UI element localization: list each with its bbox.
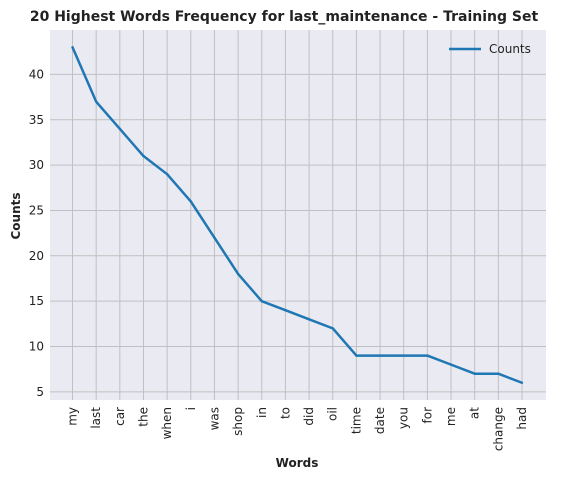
chart-title: 20 Highest Words Frequency for last_main… (30, 9, 539, 25)
y-tick-label: 35 (29, 113, 44, 127)
data-point (165, 172, 169, 176)
data-point (520, 381, 524, 384)
x-tick-label: date (373, 407, 387, 434)
x-tick-label: i (184, 407, 198, 410)
data-point (426, 354, 429, 357)
x-tick-label: the (136, 407, 150, 427)
data-point (236, 272, 240, 276)
x-tick-label: for (420, 407, 434, 424)
x-tick-label: change (491, 407, 505, 451)
x-tick-label: when (160, 407, 174, 439)
y-tick-label: 25 (29, 203, 44, 217)
data-point (189, 200, 192, 203)
x-tick-label: had (515, 407, 529, 430)
x-tick-label: time (349, 407, 363, 434)
data-point (355, 354, 358, 357)
y-tick-label: 30 (29, 158, 44, 172)
data-point (378, 354, 382, 357)
data-point (497, 372, 500, 375)
x-tick-label: last (89, 407, 103, 429)
y-axis-label: Counts (9, 192, 23, 239)
data-point (260, 299, 263, 303)
x-tick-label: car (113, 407, 127, 426)
y-tick-label: 10 (29, 339, 44, 353)
y-tick-label: 5 (36, 385, 44, 399)
x-gridlines (72, 30, 523, 400)
data-point (118, 127, 122, 131)
plot-background (50, 30, 546, 400)
x-tick-label: oil (326, 407, 340, 421)
data-point (284, 309, 287, 312)
y-gridlines (50, 73, 546, 393)
data-point (71, 46, 74, 49)
series-group (71, 46, 524, 384)
x-tick-label: my (66, 407, 80, 426)
data-point (449, 363, 453, 366)
data-point (473, 372, 476, 375)
data-point (213, 236, 216, 239)
data-point (307, 318, 311, 321)
x-tick-label: was (207, 407, 221, 430)
data-point (94, 100, 98, 103)
data-point (402, 354, 405, 357)
x-tick-label: me (444, 407, 458, 426)
legend-label: Counts (489, 42, 531, 56)
y-tick-label: 15 (29, 294, 44, 308)
x-tick-label: you (397, 407, 411, 429)
x-tick-label: at (468, 407, 482, 419)
x-tick-label: in (255, 407, 269, 418)
y-tick-labels: 5 10 15 20 25 30 35 40 (29, 67, 44, 398)
x-tick-label: shop (231, 407, 245, 436)
legend: Counts (449, 42, 531, 56)
x-tick-label: to (278, 407, 292, 419)
data-point (142, 154, 145, 158)
y-tick-label: 40 (29, 67, 44, 81)
y-tick-label: 20 (29, 249, 44, 263)
x-tick-label: did (302, 407, 316, 426)
series-line-counts (71, 46, 523, 384)
x-tick-labels: my last car the when i was shop in to did oil time da… (66, 407, 530, 451)
x-axis-label: Words (276, 456, 319, 470)
data-point (331, 327, 334, 330)
